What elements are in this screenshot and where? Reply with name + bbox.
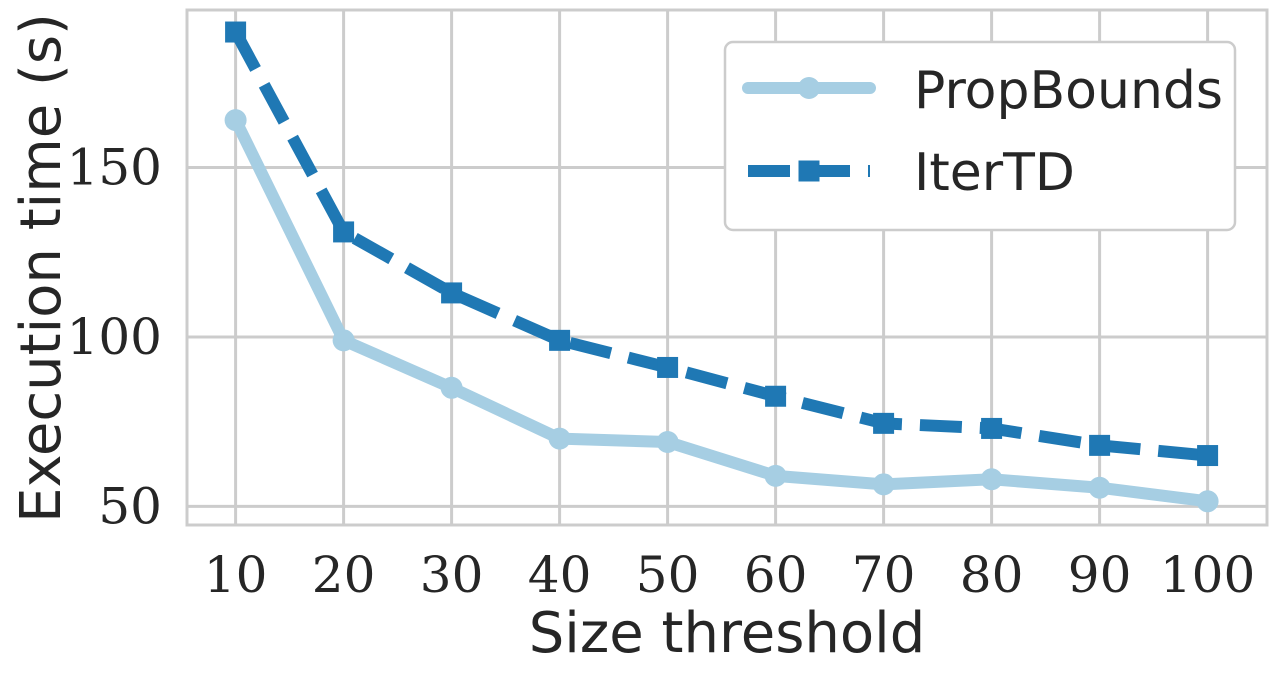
point-propbounds-20 xyxy=(332,329,355,352)
point-propbounds-10 xyxy=(224,109,247,132)
point-propbounds-70 xyxy=(872,473,895,496)
x-tick-label-100: 100 xyxy=(1160,546,1255,604)
x-tick-label-20: 20 xyxy=(312,546,376,604)
point-itertd-50 xyxy=(657,356,679,378)
series-layer xyxy=(224,21,1219,513)
point-itertd-90 xyxy=(1089,434,1111,456)
point-propbounds-90 xyxy=(1088,476,1111,499)
point-itertd-100 xyxy=(1197,445,1219,467)
legend-marker-itertd xyxy=(798,160,820,182)
point-itertd-40 xyxy=(549,329,571,351)
point-propbounds-100 xyxy=(1196,490,1219,513)
x-tick-label-40: 40 xyxy=(528,546,592,604)
legend-label-itertd: IterTD xyxy=(914,143,1075,203)
legend-label-propbounds: PropBounds xyxy=(914,61,1223,121)
plot-frame xyxy=(185,8,1269,527)
x-tick-labels: 10 20 30 40 50 60 70 80 90 100 xyxy=(204,546,1256,604)
point-itertd-20 xyxy=(333,221,355,243)
y-tick-label-100: 100 xyxy=(67,308,162,366)
point-propbounds-50 xyxy=(656,430,679,453)
legend: PropBounds IterTD xyxy=(723,40,1237,232)
point-itertd-30 xyxy=(441,282,463,304)
series-line-propbounds xyxy=(229,114,1214,508)
x-tick-label-80: 80 xyxy=(960,546,1024,604)
y-tick-labels: 50 100 150 xyxy=(67,139,162,536)
legend-items xyxy=(742,77,876,182)
legend-marker-propbounds xyxy=(798,77,820,99)
x-tick-label-90: 90 xyxy=(1068,546,1132,604)
y-tick-label-150: 150 xyxy=(67,139,162,197)
point-propbounds-30 xyxy=(440,376,463,399)
x-tick-label-70: 70 xyxy=(852,546,916,604)
y-tick-label-50: 50 xyxy=(98,477,162,535)
x-tick-label-50: 50 xyxy=(636,546,700,604)
point-itertd-10 xyxy=(225,21,247,43)
point-propbounds-40 xyxy=(548,427,571,450)
point-itertd-80 xyxy=(981,417,1003,439)
x-tick-label-60: 60 xyxy=(744,546,808,604)
y-axis-title: Execution time (s) xyxy=(9,13,74,523)
x-tick-label-10: 10 xyxy=(204,546,268,604)
point-propbounds-80 xyxy=(980,468,1003,491)
point-itertd-60 xyxy=(765,385,787,407)
point-propbounds-60 xyxy=(764,464,787,487)
x-axis-title: Size threshold xyxy=(529,601,925,666)
series-line-itertd xyxy=(230,29,1209,462)
x-tick-label-30: 30 xyxy=(420,546,484,604)
point-itertd-70 xyxy=(873,412,895,434)
